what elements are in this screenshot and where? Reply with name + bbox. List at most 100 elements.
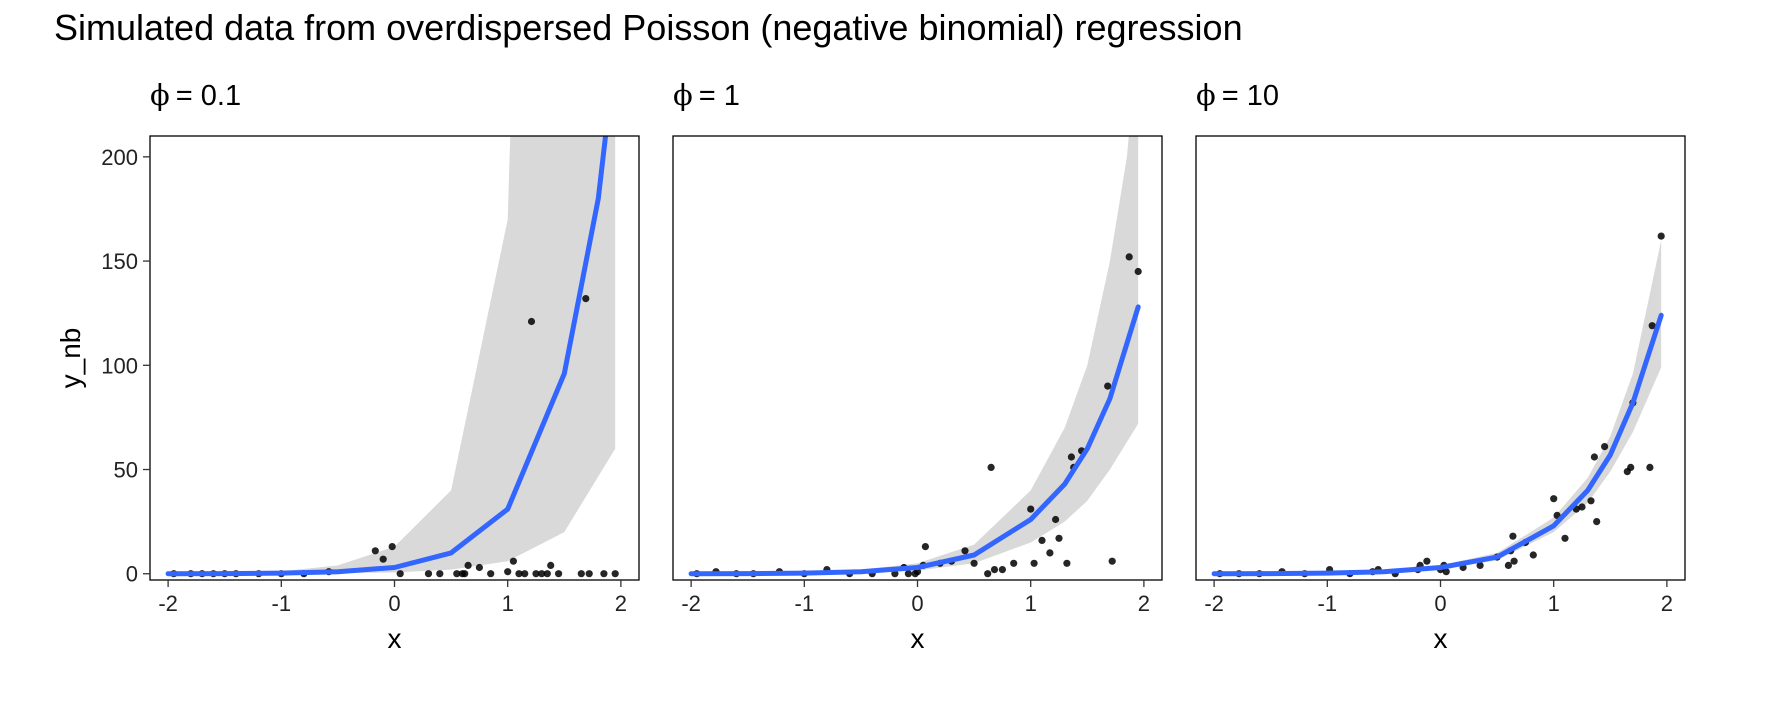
data-point bbox=[1134, 267, 1142, 276]
x-axis-label: x bbox=[388, 623, 402, 654]
data-point bbox=[921, 543, 930, 551]
data-point bbox=[1587, 497, 1595, 505]
data-point bbox=[577, 570, 585, 578]
x-tick-label: 2 bbox=[615, 591, 627, 616]
x-tick-label: -2 bbox=[158, 591, 178, 616]
data-point bbox=[464, 561, 472, 570]
x-tick-label: -1 bbox=[1318, 591, 1338, 616]
x-tick-label: -2 bbox=[681, 591, 701, 616]
data-point bbox=[1529, 551, 1537, 559]
y-tick-label: 200 bbox=[101, 145, 138, 170]
data-point bbox=[1561, 534, 1569, 542]
x-axis-label: x bbox=[911, 623, 925, 654]
data-point bbox=[1476, 561, 1484, 570]
panel-plot-area bbox=[688, 136, 1142, 578]
data-point bbox=[987, 463, 995, 471]
confidence-band bbox=[168, 136, 616, 574]
data-point bbox=[904, 570, 913, 578]
x-tick-label: 0 bbox=[388, 591, 400, 616]
data-point bbox=[1601, 443, 1609, 451]
data-point bbox=[461, 570, 469, 578]
data-point bbox=[1104, 382, 1112, 390]
x-tick-label: -1 bbox=[795, 591, 815, 616]
x-tick-label: 1 bbox=[1025, 591, 1037, 616]
data-point bbox=[1030, 559, 1038, 567]
y-axis-label: y_nb bbox=[55, 328, 86, 389]
data-point bbox=[424, 570, 433, 578]
data-point bbox=[487, 570, 495, 578]
data-point bbox=[527, 317, 536, 326]
data-point bbox=[1509, 532, 1517, 540]
data-point bbox=[555, 570, 563, 578]
data-point bbox=[1627, 463, 1635, 471]
data-point bbox=[1442, 568, 1450, 576]
confidence-band bbox=[691, 136, 1139, 574]
data-point bbox=[515, 570, 523, 578]
x-tick-label: 1 bbox=[1548, 591, 1560, 616]
y-tick-label: 0 bbox=[126, 562, 138, 587]
data-point bbox=[453, 570, 461, 578]
panel-border bbox=[1195, 135, 1686, 581]
data-point bbox=[371, 547, 379, 555]
facet-label: ϕ = 1 bbox=[673, 78, 740, 112]
data-point bbox=[585, 570, 593, 578]
x-tick-label: 1 bbox=[502, 591, 514, 616]
data-point bbox=[532, 570, 540, 578]
x-tick-label: -2 bbox=[1204, 591, 1224, 616]
data-point bbox=[1550, 495, 1558, 503]
fitted-curve bbox=[688, 304, 1141, 577]
data-point bbox=[582, 295, 590, 303]
panel-plot-area bbox=[165, 136, 619, 578]
data-point bbox=[1504, 561, 1512, 570]
facet-panel-3: ϕ = 10 -2 -1 0 1 2 x bbox=[1195, 78, 1686, 654]
y-tick-label: 100 bbox=[101, 353, 138, 378]
x-tick-label: 2 bbox=[1138, 591, 1150, 616]
data-point bbox=[1010, 559, 1018, 567]
data-point bbox=[1590, 453, 1598, 461]
data-point bbox=[1055, 534, 1063, 542]
phi-symbol: ϕ bbox=[673, 78, 693, 112]
data-point bbox=[1038, 536, 1046, 545]
data-point bbox=[1063, 559, 1071, 567]
phi-symbol: ϕ bbox=[150, 78, 170, 112]
facet-label: ϕ = 0.1 bbox=[150, 78, 241, 112]
x-tick-label: 0 bbox=[911, 591, 923, 616]
facet-label-value: = 10 bbox=[1222, 80, 1279, 112]
data-point bbox=[961, 547, 969, 555]
data-point bbox=[1510, 557, 1518, 565]
data-point bbox=[1046, 549, 1054, 557]
data-point bbox=[970, 559, 978, 567]
facet-label-value: = 0.1 bbox=[176, 80, 241, 112]
data-point bbox=[1648, 322, 1656, 330]
data-point bbox=[1593, 518, 1601, 526]
data-point bbox=[504, 568, 512, 576]
y-tick-label: 150 bbox=[101, 249, 138, 274]
data-point bbox=[543, 570, 551, 578]
data-point bbox=[990, 566, 999, 574]
data-point bbox=[1027, 505, 1035, 513]
data-point bbox=[396, 570, 404, 578]
x-tick-label: 0 bbox=[1434, 591, 1446, 616]
fitted-curve bbox=[165, 136, 609, 577]
x-axis-label: x bbox=[1434, 623, 1448, 654]
panel-border bbox=[672, 135, 1163, 581]
facet-panel-2: ϕ = 1 -2 -1 0 1 2 x bbox=[672, 78, 1163, 654]
data-point bbox=[388, 543, 396, 551]
phi-symbol: ϕ bbox=[1196, 78, 1216, 112]
data-point bbox=[1423, 557, 1431, 565]
data-point bbox=[475, 563, 483, 572]
facet-label-value: = 1 bbox=[699, 80, 740, 112]
data-point bbox=[1578, 503, 1586, 511]
data-point bbox=[1125, 253, 1133, 261]
fitted-curve bbox=[1211, 312, 1664, 577]
data-point bbox=[379, 555, 387, 563]
data-point bbox=[1067, 453, 1075, 461]
data-point bbox=[891, 570, 899, 578]
data-point bbox=[600, 570, 608, 578]
facet-label: ϕ = 10 bbox=[1196, 78, 1279, 112]
data-point bbox=[1657, 232, 1665, 240]
x-tick-label: 2 bbox=[1661, 591, 1673, 616]
data-point bbox=[509, 557, 517, 565]
